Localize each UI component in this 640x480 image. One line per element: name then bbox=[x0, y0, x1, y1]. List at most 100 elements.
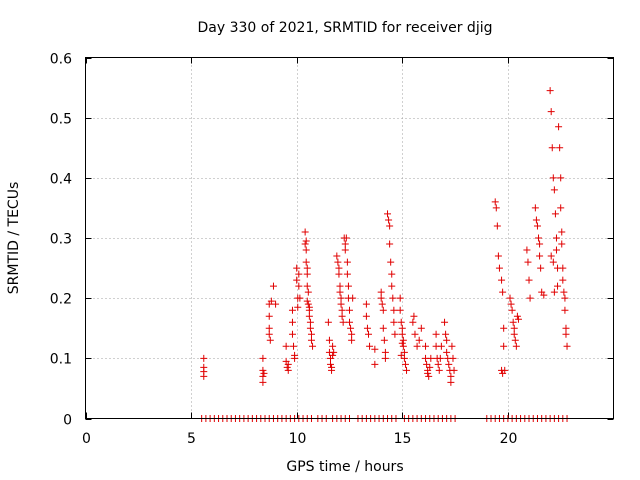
data-point bbox=[562, 330, 570, 338]
data-point bbox=[389, 294, 397, 302]
data-point bbox=[302, 237, 310, 245]
data-point bbox=[536, 252, 544, 260]
data-point bbox=[378, 300, 386, 308]
y-tick-label: 0.5 bbox=[50, 112, 72, 128]
y-tick-label: 0.1 bbox=[50, 352, 72, 368]
data-point bbox=[509, 318, 517, 326]
data-point bbox=[537, 264, 545, 272]
data-point bbox=[305, 303, 313, 311]
data-point bbox=[388, 282, 396, 290]
data-point bbox=[396, 306, 404, 314]
data-point bbox=[377, 288, 385, 296]
data-point bbox=[363, 324, 371, 332]
data-point bbox=[266, 336, 274, 344]
data-point bbox=[411, 330, 419, 338]
data-point bbox=[500, 324, 508, 332]
data-point bbox=[427, 354, 435, 362]
data-point bbox=[426, 363, 434, 371]
data-point bbox=[397, 351, 405, 359]
data-point bbox=[555, 123, 563, 131]
data-point bbox=[524, 258, 532, 266]
data-point bbox=[342, 234, 350, 242]
data-point bbox=[560, 288, 568, 296]
data-point bbox=[200, 368, 208, 376]
data-point bbox=[492, 204, 500, 212]
data-point bbox=[334, 258, 342, 266]
data-point bbox=[397, 318, 405, 326]
data-point bbox=[269, 282, 277, 290]
y-tick-label: 0 bbox=[63, 413, 72, 429]
data-point bbox=[540, 291, 548, 299]
data-point bbox=[548, 144, 556, 152]
data-points bbox=[198, 87, 571, 422]
axis-ticks bbox=[85, 57, 614, 420]
data-point bbox=[336, 282, 344, 290]
x-tick-label: 15 bbox=[394, 431, 412, 447]
data-point bbox=[326, 360, 334, 368]
data-point bbox=[349, 294, 357, 302]
data-point bbox=[380, 336, 388, 344]
y-tick-label: 0.4 bbox=[50, 172, 72, 188]
data-point bbox=[384, 210, 392, 218]
data-point bbox=[449, 354, 457, 362]
data-point bbox=[410, 312, 418, 320]
data-point bbox=[379, 324, 387, 332]
data-point bbox=[388, 270, 396, 278]
data-point bbox=[284, 360, 292, 368]
data-point bbox=[403, 366, 411, 374]
data-point bbox=[259, 372, 267, 380]
data-point bbox=[443, 348, 451, 356]
data-point bbox=[324, 318, 332, 326]
x-tick-label: 0 bbox=[82, 431, 91, 447]
data-point bbox=[301, 228, 309, 236]
data-point bbox=[552, 246, 560, 254]
data-point bbox=[390, 318, 398, 326]
data-point bbox=[301, 240, 309, 248]
data-point bbox=[533, 222, 541, 230]
data-point bbox=[525, 276, 533, 284]
data-point bbox=[307, 336, 315, 344]
data-point bbox=[272, 300, 280, 308]
data-point bbox=[303, 270, 311, 278]
data-point bbox=[491, 198, 499, 206]
data-point bbox=[494, 252, 502, 260]
data-point bbox=[558, 240, 566, 248]
data-point bbox=[443, 336, 451, 344]
data-point bbox=[304, 300, 312, 308]
data-point bbox=[288, 318, 296, 326]
data-point bbox=[499, 288, 507, 296]
data-point bbox=[335, 264, 343, 272]
data-point bbox=[445, 360, 453, 368]
data-point bbox=[343, 270, 351, 278]
data-point bbox=[447, 372, 455, 380]
data-point bbox=[399, 342, 407, 350]
data-point bbox=[441, 318, 449, 326]
data-point bbox=[282, 342, 290, 350]
data-point bbox=[288, 306, 296, 314]
data-point bbox=[559, 264, 567, 272]
data-point bbox=[398, 339, 406, 347]
data-point bbox=[506, 294, 514, 302]
data-point bbox=[400, 354, 408, 362]
data-point bbox=[501, 366, 509, 374]
data-point bbox=[436, 354, 444, 362]
data-point bbox=[549, 174, 557, 182]
data-point bbox=[295, 270, 303, 278]
data-point bbox=[329, 351, 337, 359]
data-point bbox=[413, 342, 421, 350]
data-point bbox=[390, 306, 398, 314]
chart-title: Day 330 of 2021, SRMTID for receiver dji… bbox=[198, 20, 493, 36]
data-point bbox=[362, 312, 370, 320]
data-point bbox=[348, 336, 356, 344]
data-point bbox=[556, 144, 564, 152]
data-point bbox=[437, 342, 445, 350]
data-point bbox=[302, 246, 310, 254]
plot-frame bbox=[85, 57, 614, 419]
data-point bbox=[341, 240, 349, 248]
data-point bbox=[554, 282, 562, 290]
data-point bbox=[259, 366, 267, 374]
data-point bbox=[377, 294, 385, 302]
data-point bbox=[346, 306, 353, 314]
data-point bbox=[333, 252, 341, 260]
data-point bbox=[435, 366, 443, 374]
